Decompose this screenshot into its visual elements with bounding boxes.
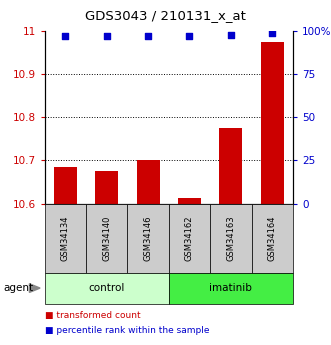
Bar	[54, 167, 77, 204]
Point	[187, 33, 192, 39]
Point	[63, 33, 68, 39]
Text: GSM34146: GSM34146	[144, 215, 153, 261]
Text: agent: agent	[3, 283, 33, 293]
Bar	[178, 198, 201, 204]
Bar	[261, 42, 284, 204]
Bar	[219, 128, 242, 204]
Text: GSM34164: GSM34164	[268, 215, 277, 261]
Bar	[137, 160, 160, 204]
Point	[269, 30, 275, 36]
Point	[146, 33, 151, 39]
Point	[104, 33, 109, 39]
Text: GSM34163: GSM34163	[226, 215, 235, 261]
Text: GSM34134: GSM34134	[61, 215, 70, 261]
Polygon shape	[29, 284, 40, 293]
Text: ■ percentile rank within the sample: ■ percentile rank within the sample	[45, 326, 209, 335]
Text: GSM34140: GSM34140	[102, 215, 111, 261]
Point	[228, 32, 234, 38]
Text: control: control	[89, 283, 125, 293]
Text: imatinib: imatinib	[210, 283, 252, 293]
Text: GDS3043 / 210131_x_at: GDS3043 / 210131_x_at	[85, 9, 246, 22]
Bar	[95, 171, 118, 204]
Text: ■ transformed count: ■ transformed count	[45, 311, 140, 320]
Text: GSM34162: GSM34162	[185, 215, 194, 261]
